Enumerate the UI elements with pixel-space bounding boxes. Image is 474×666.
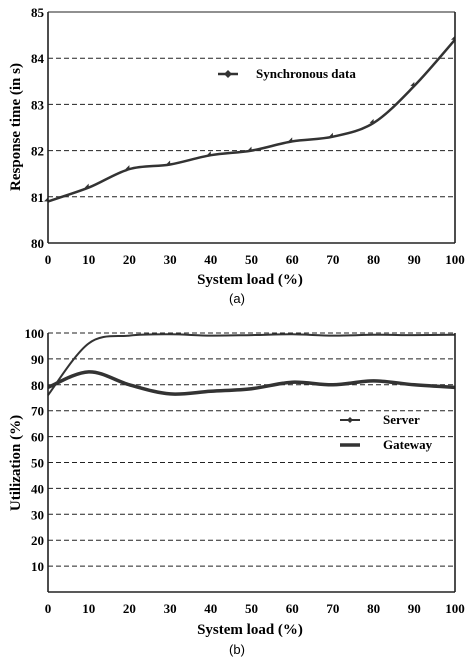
chart-b-ticks: 0 10 20 30 40 50 60 70 80 90 100 10 20 30 40 50 60 70 80 90… [25,326,465,616]
chart-b-y-tick-label-100: 100 [25,326,45,341]
chart-a-point-synchronous-data-60 [288,137,293,142]
chart-a-point-synchronous-data-100 [451,35,456,40]
chart-a-x-tick-label-100: 100 [445,252,465,267]
chart-b-x-tick-label-40: 40 [204,601,217,616]
chart-a-point-synchronous-data-20 [125,165,130,170]
chart-a-point-synchronous-data-50 [247,146,252,151]
chart-b-series-line-server [47,333,456,396]
chart-b-y-tick-label-60: 60 [31,430,44,445]
chart-b-x-tick-label-100: 100 [445,601,465,616]
chart-a-y-tick-label-84: 84 [31,51,45,66]
chart-b-y-tick-label-30: 30 [31,507,44,522]
chart-b-grid [48,332,455,567]
chart-b-y-tick-label-80: 80 [31,378,44,393]
chart-b-legend: Server Gateway [340,412,433,452]
chart-a-x-tick-label-40: 40 [204,252,217,267]
chart-a-legend: Synchronous data [218,66,356,81]
chart-a-caption: (a) [229,291,245,306]
chart-a-x-tick-label-30: 30 [164,252,177,267]
chart-b-x-tick-label-60: 60 [286,601,299,616]
chart-a-x-tick-label-20: 20 [123,252,136,267]
chart-a-y-tick-label-83: 83 [31,97,45,112]
chart-a-x-tick-label-10: 10 [82,252,95,267]
chart-a-legend-marker [224,70,232,78]
chart-a-y-tick-label-85: 85 [31,5,45,20]
chart-a-x-tick-label-80: 80 [367,252,380,267]
chart-a-point-synchronous-data-40 [206,151,211,156]
chart-b-y-tick-label-20: 20 [31,533,44,548]
chart-a-x-axis-label: System load (%) [197,272,303,288]
chart-b-x-tick-label-70: 70 [326,601,339,616]
chart-a-x-tick-label-0: 0 [45,252,52,267]
chart-a: 0 10 20 30 40 50 60 70 80 90 100 80 81 82 83 84 85 Syste… [8,5,465,306]
chart-a-x-tick-label-90: 90 [408,252,421,267]
chart-b-x-tick-label-80: 80 [367,601,380,616]
chart-b-x-tick-label-20: 20 [123,601,136,616]
chart-a-y-tick-label-81: 81 [31,190,44,205]
chart-a-y-axis-label: Response time (in s) [8,63,24,191]
chart-b-series [47,0,456,396]
chart-a-y-tick-label-82: 82 [31,144,44,159]
chart-a-ticks: 0 10 20 30 40 50 60 70 80 90 100 80 81 82 83 84 85 [31,5,465,267]
chart-b-x-tick-label-30: 30 [164,601,177,616]
chart-b-y-tick-label-10: 10 [31,559,44,574]
chart-a-point-synchronous-data-80 [369,118,374,123]
chart-b-x-tick-label-50: 50 [245,601,258,616]
chart-b-series-line-gateway [47,370,456,396]
chart-a-legend-label: Synchronous data [256,66,356,81]
chart-b-y-tick-label-40: 40 [31,481,44,496]
chart-b-legend-label-gateway: Gateway [383,437,433,452]
chart-b-y-axis-label: Utilization (%) [8,415,24,511]
chart-a-y-tick-label-80: 80 [31,236,44,251]
chart-b-caption: (b) [229,642,245,657]
chart-a-x-tick-label-50: 50 [245,252,258,267]
chart-a-axes [47,11,456,244]
chart-a-point-synchronous-data-70 [328,132,333,137]
chart-a-x-tick-label-60: 60 [286,252,299,267]
chart-a-grid [48,11,455,198]
chart-a-point-synchronous-data-90 [410,81,415,86]
chart-b-x-axis-label: System load (%) [197,622,303,638]
chart-a-point-synchronous-data-10 [84,183,89,188]
chart-b-axes [47,333,456,593]
chart-a-x-tick-label-70: 70 [326,252,339,267]
chart-b-y-tick-label-50: 50 [31,456,44,471]
chart-b-y-tick-label-70: 70 [31,404,44,419]
chart-b: 0 10 20 30 40 50 60 70 80 90 100102030405060708090… [8,0,465,657]
chart-a-series [44,35,456,203]
chart-a-point-synchronous-data-0 [44,197,49,202]
chart-b-legend-label-server: Server [383,412,420,427]
chart-b-y-tick-label-90: 90 [31,352,44,367]
chart-a-point-synchronous-data-30 [166,160,171,165]
chart-a-series-line-synchronous-data [47,38,456,203]
chart-b-x-tick-label-90: 90 [408,601,421,616]
chart-b-x-tick-label-10: 10 [82,601,95,616]
chart-b-x-tick-label-0: 0 [45,601,52,616]
chart-b-legend-marker-server [347,417,353,423]
